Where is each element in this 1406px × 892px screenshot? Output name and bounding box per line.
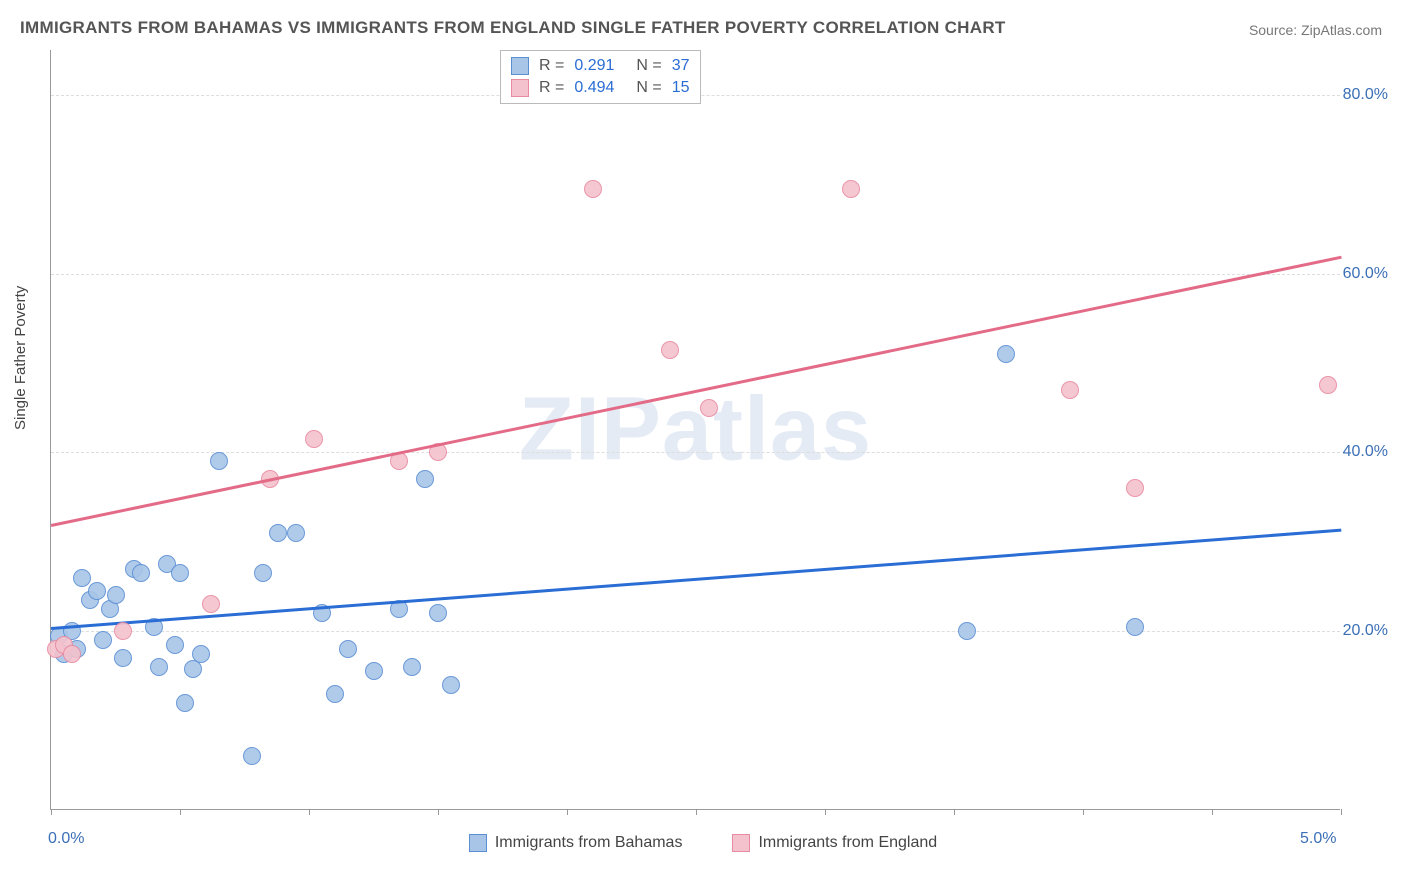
x-tick [1083,809,1084,815]
data-point [1126,479,1144,497]
data-point [842,180,860,198]
data-point [166,636,184,654]
stats-legend-row: R = 0.494 N = 15 [511,77,690,99]
data-point [176,694,194,712]
data-point [132,564,150,582]
r-label: R = [539,79,564,97]
y-tick-label: 60.0% [1343,265,1388,283]
legend-swatch [732,834,750,852]
stats-legend-box: R = 0.291 N = 37 R = 0.494 N = 15 [500,50,701,104]
data-point [403,658,421,676]
legend-label: Immigrants from England [758,834,937,852]
n-value[interactable]: 15 [672,79,690,97]
legend-item: Immigrants from England [732,834,937,852]
data-point [192,645,210,663]
x-tick [51,809,52,815]
legend-swatch [511,79,529,97]
data-point [94,631,112,649]
legend-label: Immigrants from Bahamas [495,834,683,852]
data-point [287,524,305,542]
data-point [416,470,434,488]
n-value[interactable]: 37 [672,57,690,75]
gridline [51,452,1340,453]
x-tick [954,809,955,815]
x-tick-label: 5.0% [1300,830,1336,848]
data-point [269,524,287,542]
data-point [429,604,447,622]
data-point [305,430,323,448]
data-point [584,180,602,198]
legend-item: Immigrants from Bahamas [469,834,683,852]
x-tick [180,809,181,815]
data-point [63,645,81,663]
y-tick-label: 20.0% [1343,622,1388,640]
data-point [997,345,1015,363]
data-point [1061,381,1079,399]
data-point [73,569,91,587]
data-point [114,622,132,640]
gridline [51,274,1340,275]
series-legend: Immigrants from Bahamas Immigrants from E… [0,834,1406,852]
watermark-text: ZIPatlas [519,378,872,481]
data-point [442,676,460,694]
stats-legend-row: R = 0.291 N = 37 [511,55,690,77]
n-label: N = [636,79,661,97]
x-tick-label: 0.0% [48,830,84,848]
gridline [51,631,1340,632]
x-tick [696,809,697,815]
data-point [1126,618,1144,636]
x-tick [825,809,826,815]
y-tick-label: 80.0% [1343,86,1388,104]
r-label: R = [539,57,564,75]
data-point [326,685,344,703]
data-point [202,595,220,613]
r-value[interactable]: 0.494 [574,79,614,97]
data-point [339,640,357,658]
x-tick [567,809,568,815]
data-point [661,341,679,359]
y-axis-label: Single Father Poverty [12,286,29,430]
data-point [365,662,383,680]
source-label: Source: ZipAtlas.com [1249,22,1382,38]
data-point [171,564,189,582]
trend-line [51,256,1341,527]
x-tick [1212,809,1213,815]
data-point [150,658,168,676]
data-point [958,622,976,640]
r-value[interactable]: 0.291 [574,57,614,75]
y-tick-label: 40.0% [1343,443,1388,461]
data-point [1319,376,1337,394]
data-point [254,564,272,582]
legend-swatch [469,834,487,852]
trend-line [51,528,1341,629]
x-tick [438,809,439,815]
legend-swatch [511,57,529,75]
data-point [210,452,228,470]
data-point [88,582,106,600]
plot-area: ZIPatlas [50,50,1340,810]
data-point [114,649,132,667]
data-point [700,399,718,417]
data-point [107,586,125,604]
chart-title: IMMIGRANTS FROM BAHAMAS VS IMMIGRANTS FR… [20,18,1006,38]
data-point [243,747,261,765]
n-label: N = [636,57,661,75]
x-tick [1341,809,1342,815]
x-tick [309,809,310,815]
